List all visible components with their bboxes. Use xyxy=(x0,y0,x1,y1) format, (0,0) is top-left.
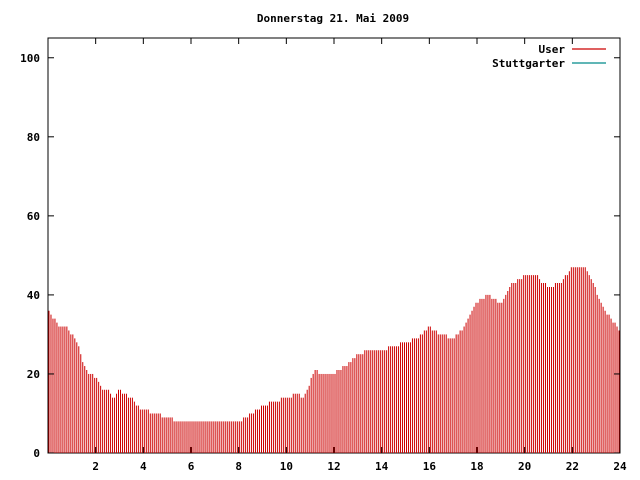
y-tick-label: 0 xyxy=(33,447,40,460)
x-tick-label: 4 xyxy=(140,460,147,473)
legend-label: Stuttgarter xyxy=(492,57,565,70)
x-tick-label: 6 xyxy=(188,460,195,473)
x-tick-label: 16 xyxy=(423,460,437,473)
x-tick-label: 18 xyxy=(470,460,483,473)
x-tick-label: 22 xyxy=(566,460,579,473)
x-tick-label: 2 xyxy=(92,460,99,473)
y-tick-label: 20 xyxy=(27,368,40,381)
y-tick-label: 40 xyxy=(27,289,40,302)
x-tick-label: 20 xyxy=(518,460,531,473)
x-tick-label: 24 xyxy=(613,460,627,473)
x-tick-label: 14 xyxy=(375,460,389,473)
bars-layer xyxy=(48,267,620,453)
x-tick-label: 12 xyxy=(327,460,340,473)
legend-label: User xyxy=(539,43,566,56)
x-tick-label: 10 xyxy=(280,460,293,473)
y-tick-label: 60 xyxy=(27,210,40,223)
y-tick-label: 80 xyxy=(27,131,40,144)
x-tick-label: 8 xyxy=(235,460,242,473)
y-tick-label: 100 xyxy=(20,52,40,65)
plot-frame xyxy=(47,37,621,454)
chart-title: Donnerstag 21. Mai 2009 xyxy=(257,12,409,25)
